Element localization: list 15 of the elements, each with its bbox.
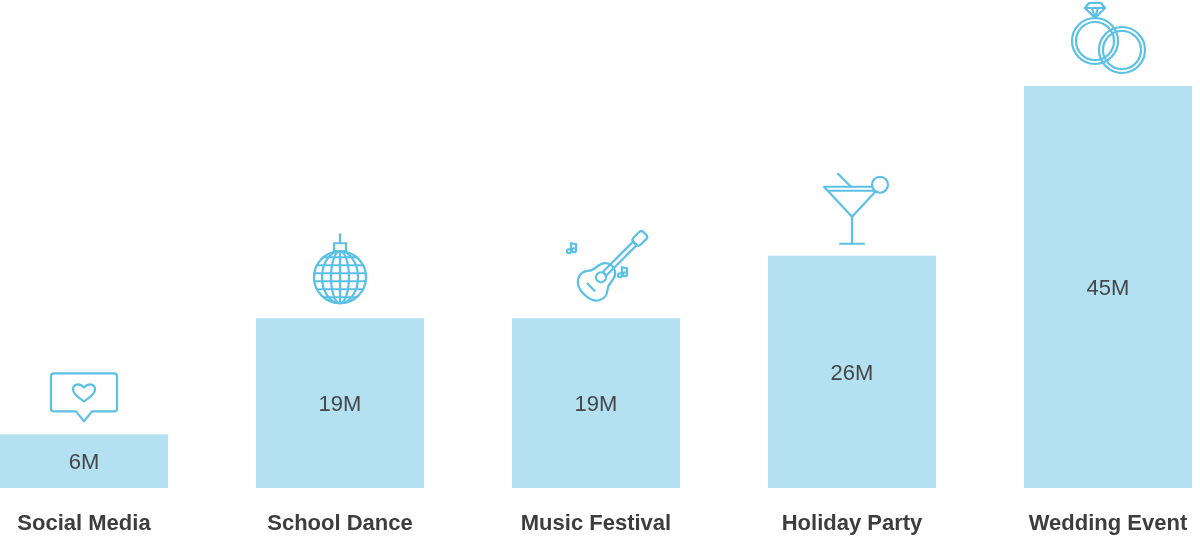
bar bbox=[768, 255, 936, 488]
bar bbox=[1024, 86, 1192, 488]
x-tick-label: School Dance bbox=[267, 510, 413, 535]
data-label: 26M bbox=[830, 359, 874, 385]
x-tick-label: Music Festival bbox=[520, 510, 672, 535]
x-tick-label: Social Media bbox=[17, 510, 152, 535]
bar bbox=[0, 434, 168, 488]
data-label: 19M bbox=[574, 391, 618, 417]
bar bbox=[256, 318, 424, 488]
data-label: 19M bbox=[318, 391, 362, 417]
x-tick-label: Holiday Party bbox=[781, 510, 924, 535]
x-tick-label: Wedding Event bbox=[1028, 510, 1188, 535]
bar bbox=[512, 318, 680, 488]
data-label: 45M bbox=[1086, 275, 1130, 300]
data-label: 6M bbox=[68, 449, 100, 475]
